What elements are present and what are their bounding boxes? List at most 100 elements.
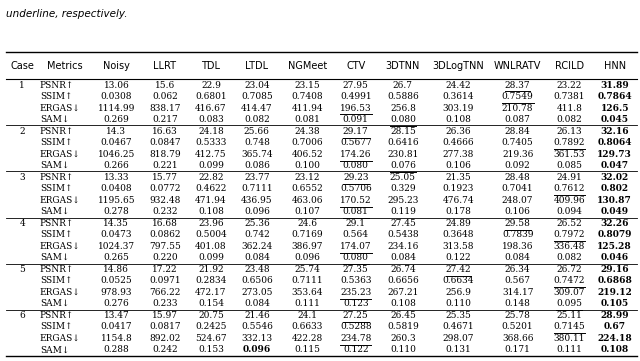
Text: 1024.37: 1024.37 xyxy=(98,242,135,251)
Text: 0.080: 0.080 xyxy=(343,253,369,262)
Text: 0.0467: 0.0467 xyxy=(100,138,132,147)
Text: 0.095: 0.095 xyxy=(557,299,582,308)
Text: 27.45: 27.45 xyxy=(390,219,416,228)
Text: RCILD: RCILD xyxy=(555,61,584,71)
Text: 0.276: 0.276 xyxy=(104,299,129,308)
Text: 0.7549: 0.7549 xyxy=(502,92,534,101)
Text: 0.082: 0.082 xyxy=(244,115,269,124)
Text: 22.82: 22.82 xyxy=(198,173,223,182)
Text: 436.95: 436.95 xyxy=(241,196,273,205)
Text: PSNR↑: PSNR↑ xyxy=(40,173,74,182)
Text: 26.72: 26.72 xyxy=(557,265,582,274)
Text: 0.6868: 0.6868 xyxy=(597,276,632,285)
Text: 26.36: 26.36 xyxy=(445,127,471,136)
Text: 0.5288: 0.5288 xyxy=(340,322,372,331)
Text: LLRT: LLRT xyxy=(154,61,177,71)
Text: 22.9: 22.9 xyxy=(201,81,221,90)
Text: 0.148: 0.148 xyxy=(505,299,531,308)
Text: 0.7405: 0.7405 xyxy=(502,138,534,147)
Text: 0.217: 0.217 xyxy=(152,115,178,124)
Text: 0.123: 0.123 xyxy=(343,299,369,308)
Text: 0.106: 0.106 xyxy=(445,161,471,170)
Text: 26.52: 26.52 xyxy=(557,219,582,228)
Text: 0.3614: 0.3614 xyxy=(443,92,474,101)
Text: 14.3: 14.3 xyxy=(106,127,126,136)
Text: 0.082: 0.082 xyxy=(557,115,582,124)
Text: 24.38: 24.38 xyxy=(294,127,320,136)
Text: 0.5333: 0.5333 xyxy=(195,138,227,147)
Text: 3DTNN: 3DTNN xyxy=(386,61,420,71)
Text: 219.12: 219.12 xyxy=(597,288,632,297)
Text: 838.17: 838.17 xyxy=(149,104,180,113)
Text: 0.7408: 0.7408 xyxy=(291,92,323,101)
Text: 28.15: 28.15 xyxy=(390,127,416,136)
Text: SAM↓: SAM↓ xyxy=(40,161,69,170)
Text: 0.080: 0.080 xyxy=(390,115,416,124)
Text: 472.17: 472.17 xyxy=(195,288,227,297)
Text: 0.6656: 0.6656 xyxy=(387,276,419,285)
Text: 0.081: 0.081 xyxy=(294,115,320,124)
Text: 29.17: 29.17 xyxy=(343,127,369,136)
Text: 17.22: 17.22 xyxy=(152,265,178,274)
Text: 28.84: 28.84 xyxy=(505,127,531,136)
Text: 125.28: 125.28 xyxy=(597,242,632,251)
Text: 0.7381: 0.7381 xyxy=(554,92,585,101)
Text: PSNR↑: PSNR↑ xyxy=(40,265,74,274)
Text: 0.0417: 0.0417 xyxy=(100,322,132,331)
Text: 24.89: 24.89 xyxy=(445,219,471,228)
Text: 0.7472: 0.7472 xyxy=(554,276,585,285)
Text: 28.99: 28.99 xyxy=(600,311,629,320)
Text: 0.7972: 0.7972 xyxy=(554,230,585,239)
Text: 313.58: 313.58 xyxy=(443,242,474,251)
Text: 2: 2 xyxy=(19,127,25,136)
Text: 0.0817: 0.0817 xyxy=(149,322,180,331)
Text: 0.099: 0.099 xyxy=(198,161,224,170)
Text: 303.19: 303.19 xyxy=(443,104,474,113)
Text: 524.67: 524.67 xyxy=(195,334,227,343)
Text: 0.171: 0.171 xyxy=(505,345,531,355)
Text: 0.6633: 0.6633 xyxy=(292,322,323,331)
Text: 260.3: 260.3 xyxy=(390,334,416,343)
Text: 818.79: 818.79 xyxy=(149,150,180,159)
Text: 13.47: 13.47 xyxy=(104,311,129,320)
Text: 0.082: 0.082 xyxy=(557,253,582,262)
Text: 0.1923: 0.1923 xyxy=(443,184,474,193)
Text: 23.04: 23.04 xyxy=(244,81,269,90)
Text: LTDL: LTDL xyxy=(245,61,268,71)
Text: 0.742: 0.742 xyxy=(244,230,269,239)
Text: 0.122: 0.122 xyxy=(343,345,369,355)
Text: SAM↓: SAM↓ xyxy=(40,207,69,216)
Text: 0.6506: 0.6506 xyxy=(241,276,273,285)
Text: 23.12: 23.12 xyxy=(294,173,320,182)
Text: 0.096: 0.096 xyxy=(244,207,270,216)
Text: 219.36: 219.36 xyxy=(502,150,533,159)
Text: ERGAS↓: ERGAS↓ xyxy=(40,150,81,159)
Text: 1195.65: 1195.65 xyxy=(97,196,135,205)
Text: 1114.99: 1114.99 xyxy=(98,104,135,113)
Text: 23.77: 23.77 xyxy=(244,173,269,182)
Text: 0.7864: 0.7864 xyxy=(597,92,632,101)
Text: 0.232: 0.232 xyxy=(152,207,178,216)
Text: 0.046: 0.046 xyxy=(601,253,628,262)
Text: 0.062: 0.062 xyxy=(152,92,178,101)
Text: 0.084: 0.084 xyxy=(390,253,416,262)
Text: 0.269: 0.269 xyxy=(104,115,129,124)
Text: 267.21: 267.21 xyxy=(387,288,419,297)
Text: ERGAS↓: ERGAS↓ xyxy=(40,104,81,113)
Text: WNLRATV: WNLRATV xyxy=(494,61,541,71)
Text: 295.23: 295.23 xyxy=(387,196,419,205)
Text: 411.94: 411.94 xyxy=(291,104,323,113)
Text: 198.36: 198.36 xyxy=(502,242,533,251)
Text: 25.36: 25.36 xyxy=(244,219,269,228)
Text: 368.66: 368.66 xyxy=(502,334,533,343)
Text: PSNR↑: PSNR↑ xyxy=(40,127,74,136)
Text: 21.46: 21.46 xyxy=(244,311,269,320)
Text: 0.110: 0.110 xyxy=(445,299,471,308)
Text: 0.564: 0.564 xyxy=(343,230,369,239)
Text: 13.33: 13.33 xyxy=(104,173,129,182)
Text: 0.288: 0.288 xyxy=(104,345,129,355)
Text: 0.108: 0.108 xyxy=(198,207,224,216)
Text: 0.7892: 0.7892 xyxy=(554,138,585,147)
Text: 0.084: 0.084 xyxy=(244,253,270,262)
Text: 0.084: 0.084 xyxy=(505,253,531,262)
